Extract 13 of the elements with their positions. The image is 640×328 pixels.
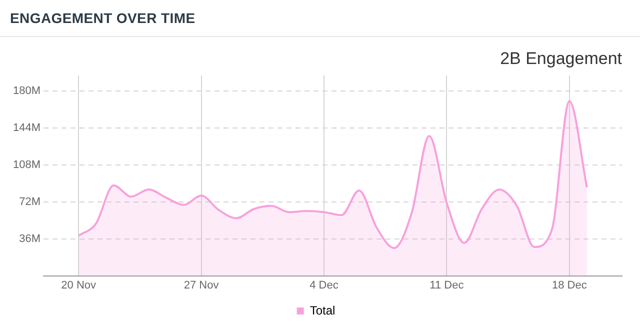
y-tick-label: 144M <box>12 122 41 134</box>
y-tick-label: 180M <box>12 84 41 97</box>
legend-label: Total <box>310 303 336 318</box>
x-tick-label: 27 Nov <box>184 279 220 292</box>
x-tick-label: 4 Dec <box>310 279 339 292</box>
x-tick-label: 18 Dec <box>552 279 588 292</box>
y-tick-label: 72M <box>19 196 41 208</box>
y-tick-label: 108M <box>12 158 41 171</box>
y-tick-label: 36M <box>19 232 41 245</box>
chart-title: ENGAGEMENT OVER TIME <box>0 0 640 37</box>
chart-subtitle: 2B Engagement <box>500 48 622 68</box>
x-tick-label: 11 Dec <box>430 279 464 292</box>
x-tick-label: 20 Nov <box>61 279 96 292</box>
